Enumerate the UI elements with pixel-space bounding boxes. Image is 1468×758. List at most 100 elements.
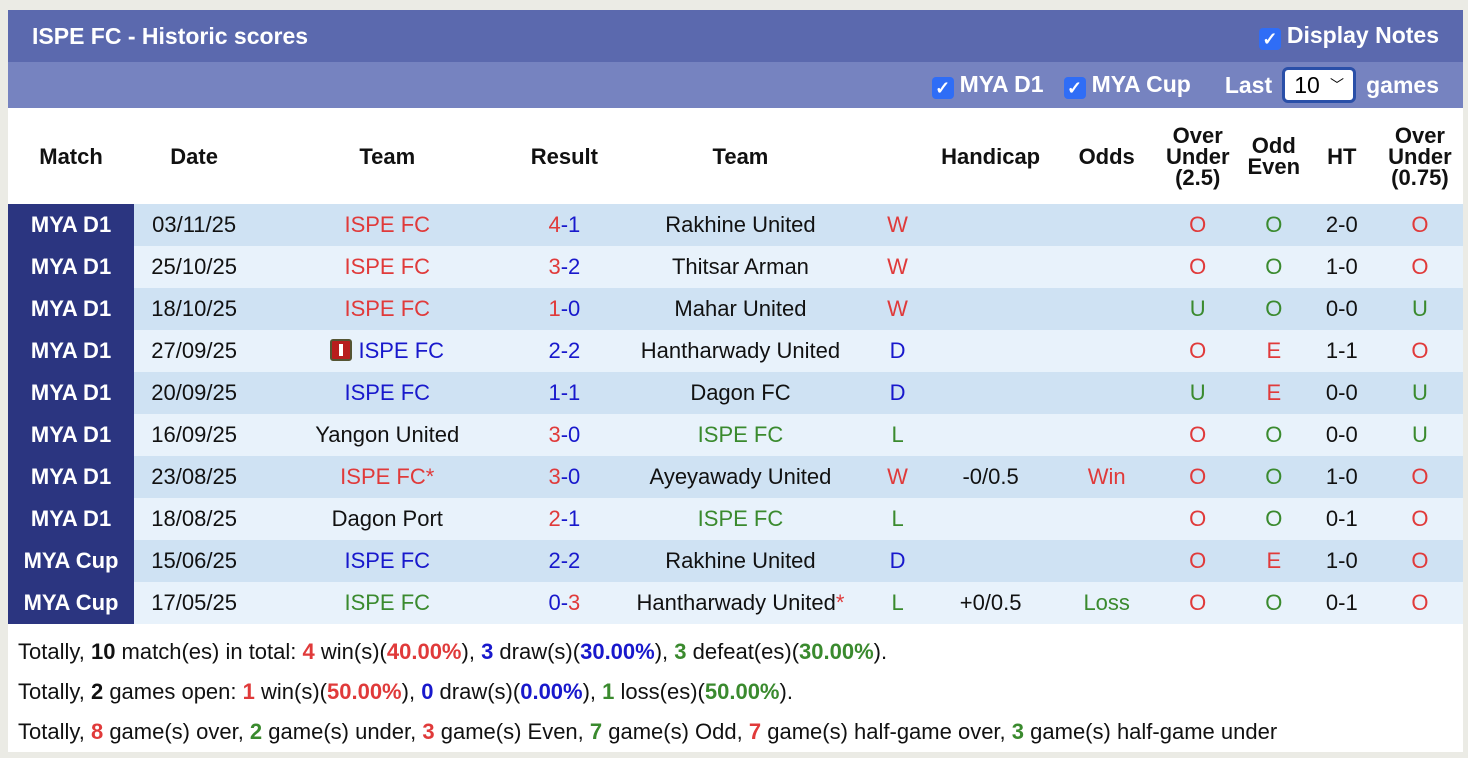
table-row[interactable]: MYA D1 20/09/25 ISPE FC 1-1 Dagon FC D U E 0-0 U — [8, 372, 1463, 414]
odds-result — [1058, 372, 1155, 414]
half-time-score: 1-1 — [1306, 330, 1377, 372]
table-row[interactable]: MYA Cup 15/06/25 ISPE FC 2-2 Rakhine United D… — [8, 540, 1463, 582]
filter-mya-d1[interactable]: ✓ MYA D1 — [931, 71, 1044, 99]
handicap — [922, 204, 1059, 246]
column-header: Over Under (2.5) — [1165, 122, 1230, 190]
table-row[interactable]: MYA D1 25/10/25 ISPE FC 3-2 Thitsar Arman W O O… — [8, 246, 1463, 288]
over-under-0-75: U — [1376, 372, 1463, 414]
home-team[interactable]: ISPE FC — [254, 330, 521, 372]
odd-even: O — [1240, 456, 1307, 498]
home-team[interactable]: ISPE FC — [254, 372, 521, 414]
over-under-0-75: O — [1376, 456, 1463, 498]
chevron-down-icon: ﹀ — [1330, 77, 1345, 93]
over-under-2-5: U — [1154, 372, 1241, 414]
result[interactable]: 2-2 — [520, 330, 609, 372]
away-team[interactable]: Ayeyawady United — [608, 456, 873, 498]
odd-even: E — [1240, 540, 1307, 582]
home-team[interactable]: ISPE FC* — [254, 456, 521, 498]
away-team[interactable]: Hantharwady United — [608, 330, 873, 372]
match-date: 18/10/25 — [134, 288, 255, 330]
table-row[interactable]: MYA D1 18/08/25 Dagon Port 2-1 ISPE FC L O O 0-1… — [8, 498, 1463, 540]
result[interactable]: 1-1 — [520, 372, 609, 414]
match-league: MYA D1 — [8, 372, 135, 414]
win-loss: D — [872, 330, 923, 372]
table-row[interactable]: MYA D1 03/11/25 ISPE FC 4-1 Rakhine United W O… — [8, 204, 1463, 246]
away-team[interactable]: Hantharwady United* — [608, 582, 873, 624]
home-team[interactable]: ISPE FC — [254, 204, 521, 246]
over-under-2-5: O — [1154, 246, 1241, 288]
result[interactable]: 1-0 — [520, 288, 609, 330]
win-loss: L — [872, 414, 923, 456]
column-header: Handicap — [941, 143, 1041, 169]
result[interactable]: 3-0 — [520, 414, 609, 456]
result[interactable]: 4-1 — [520, 204, 609, 246]
win-loss: W — [872, 456, 923, 498]
win-loss: D — [872, 372, 923, 414]
home-team[interactable]: Yangon United — [254, 414, 521, 456]
result[interactable]: 3-0 — [520, 456, 609, 498]
result[interactable]: 2-1 — [520, 498, 609, 540]
match-league: MYA D1 — [8, 330, 135, 372]
match-league: MYA D1 — [8, 414, 135, 456]
half-time-score: 0-0 — [1306, 414, 1377, 456]
historic-scores-panel: ISPE FC - Historic scores ✓ Display Notes… — [8, 10, 1463, 752]
filter-bar: ✓ MYA D1 ✓ MYA Cup Last 10 ﹀ games — [8, 62, 1463, 108]
odds-result — [1058, 330, 1155, 372]
result[interactable]: 0-3 — [520, 582, 609, 624]
over-under-2-5: O — [1154, 330, 1241, 372]
games-label: games — [1366, 71, 1439, 98]
filter-mya-cup[interactable]: ✓ MYA Cup — [1063, 71, 1191, 99]
checkbox-checked-icon[interactable]: ✓ — [1063, 77, 1086, 99]
half-time-score: 0-1 — [1306, 498, 1377, 540]
column-header: Odds — [1078, 143, 1135, 169]
odd-even: E — [1240, 330, 1307, 372]
away-team[interactable]: Rakhine United — [608, 540, 873, 582]
match-date: 18/08/25 — [134, 498, 255, 540]
over-under-0-75: O — [1376, 330, 1463, 372]
over-under-2-5: O — [1154, 540, 1241, 582]
checkbox-checked-icon[interactable]: ✓ — [1258, 28, 1281, 50]
half-time-score: 1-0 — [1306, 246, 1377, 288]
odd-even: O — [1240, 498, 1307, 540]
odd-even: O — [1240, 414, 1307, 456]
table-row[interactable]: MYA Cup 17/05/25 ISPE FC 0-3 Hantharwady Uni… — [8, 582, 1463, 624]
summary-line: Totally, 8 game(s) over, 2 game(s) under… — [18, 719, 1278, 744]
table-row[interactable]: MYA D1 27/09/25 ISPE FC 2-2 Hantharwady Unit… — [8, 330, 1463, 372]
odd-even: O — [1240, 582, 1307, 624]
home-team[interactable]: ISPE FC — [254, 582, 521, 624]
away-team[interactable]: Mahar United — [608, 288, 873, 330]
win-loss: D — [872, 540, 923, 582]
half-time-score: 2-0 — [1306, 204, 1377, 246]
match-date: 15/06/25 — [134, 540, 255, 582]
away-team[interactable]: Thitsar Arman — [608, 246, 873, 288]
checkbox-checked-icon[interactable]: ✓ — [931, 77, 954, 99]
column-header: Over Under (0.75) — [1388, 122, 1452, 190]
away-team[interactable]: ISPE FC — [608, 498, 873, 540]
home-team[interactable]: ISPE FC — [254, 288, 521, 330]
half-time-score: 1-0 — [1306, 456, 1377, 498]
handicap — [922, 288, 1059, 330]
match-league: MYA D1 — [8, 498, 135, 540]
away-team[interactable]: ISPE FC — [608, 414, 873, 456]
half-time-score: 0-0 — [1306, 288, 1377, 330]
home-team[interactable]: ISPE FC — [254, 246, 521, 288]
home-team[interactable]: Dagon Port — [254, 498, 521, 540]
match-league: MYA Cup — [8, 582, 135, 624]
away-team[interactable]: Rakhine United — [608, 204, 873, 246]
over-under-0-75: O — [1376, 582, 1463, 624]
result[interactable]: 3-2 — [520, 246, 609, 288]
result[interactable]: 2-2 — [520, 540, 609, 582]
table-row[interactable]: MYA D1 23/08/25 ISPE FC* 3-0 Ayeyawady Unite… — [8, 456, 1463, 498]
home-team[interactable]: ISPE FC — [254, 540, 521, 582]
table-row[interactable]: MYA D1 16/09/25 Yangon United 3-0 ISPE FC L O O… — [8, 414, 1463, 456]
match-league: MYA D1 — [8, 456, 135, 498]
match-league: MYA D1 — [8, 288, 135, 330]
panel-header: ISPE FC - Historic scores ✓ Display Notes — [8, 10, 1463, 62]
display-notes-toggle[interactable]: ✓ Display Notes — [1258, 22, 1439, 50]
last-label: Last — [1224, 71, 1273, 98]
away-team[interactable]: Dagon FC — [608, 372, 873, 414]
over-under-0-75: O — [1376, 246, 1463, 288]
win-loss: L — [872, 582, 923, 624]
games-count-select[interactable]: 10 ﹀ — [1282, 67, 1357, 103]
table-row[interactable]: MYA D1 18/10/25 ISPE FC 1-0 Mahar United W U O 0… — [8, 288, 1463, 330]
